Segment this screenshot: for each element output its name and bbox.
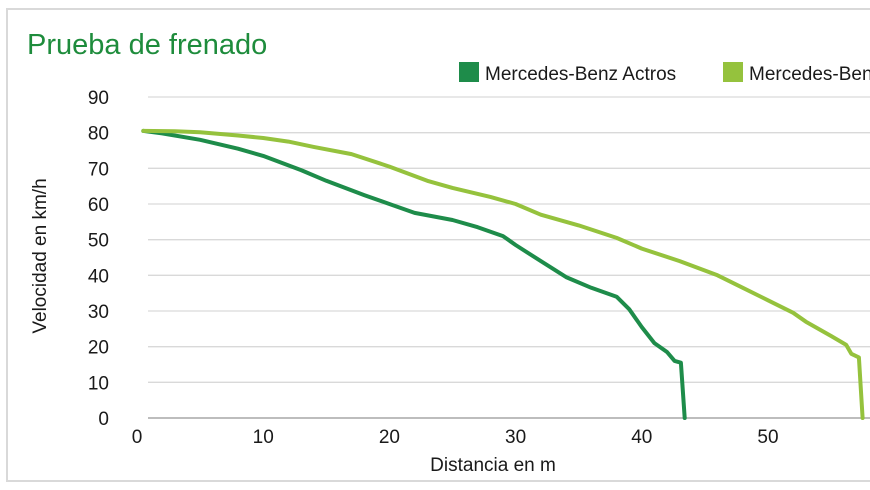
x-tick-label-50: 50 bbox=[757, 427, 778, 448]
x-axis-title: Distancia en m bbox=[430, 455, 556, 476]
x-tick-label-20: 20 bbox=[379, 427, 400, 448]
y-tick-label-80: 80 bbox=[88, 124, 109, 145]
y-axis-title: Velocidad en km/h bbox=[30, 178, 51, 333]
chart-legend: Mercedes-Benz Actros Mercedes-Benz Atego bbox=[459, 62, 870, 85]
chart-title: Prueba de frenado bbox=[27, 29, 267, 61]
x-axis-ticks: 0 10 20 30 40 50 bbox=[132, 427, 779, 448]
x-tick-label-30: 30 bbox=[505, 427, 526, 448]
series-lines bbox=[141, 128, 865, 420]
y-tick-label-70: 70 bbox=[88, 159, 109, 180]
legend-label-atego: Mercedes-Benz Atego bbox=[749, 64, 870, 85]
y-tick-label-50: 50 bbox=[88, 231, 109, 252]
y-tick-label-60: 60 bbox=[88, 195, 109, 216]
y-tick-label-90: 90 bbox=[88, 88, 109, 109]
x-tick-label-40: 40 bbox=[631, 427, 652, 448]
y-tick-label-30: 30 bbox=[88, 302, 109, 323]
y-tick-label-20: 20 bbox=[88, 338, 109, 359]
y-axis-ticks: 0 10 20 30 40 50 60 70 80 90 bbox=[88, 88, 109, 430]
chart-frame bbox=[6, 8, 870, 482]
x-tick-label-10: 10 bbox=[253, 427, 274, 448]
y-tick-label-0: 0 bbox=[98, 409, 109, 430]
x-tick-label-0: 0 bbox=[132, 427, 143, 448]
y-tick-label-40: 40 bbox=[88, 266, 109, 287]
series-line-0 bbox=[141, 128, 687, 420]
y-tick-label-10: 10 bbox=[88, 373, 109, 394]
legend-swatch-atego bbox=[723, 62, 743, 82]
legend-label-actros: Mercedes-Benz Actros bbox=[485, 64, 676, 85]
gridlines bbox=[148, 96, 870, 419]
legend-swatch-actros bbox=[459, 62, 479, 82]
series-line-1 bbox=[141, 128, 865, 420]
